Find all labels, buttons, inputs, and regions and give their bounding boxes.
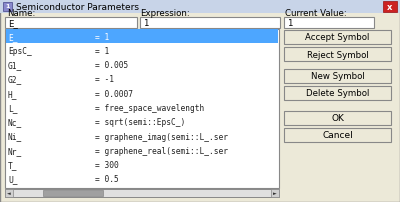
Bar [5, 18, 137, 29]
Text: = 1: = 1 [95, 33, 109, 41]
Text: Expression:: Expression: [140, 9, 190, 18]
Text: Cancel: Cancel [322, 131, 353, 140]
Text: E_: E_ [8, 19, 18, 28]
Text: Accept Symbol: Accept Symbol [305, 33, 370, 42]
Text: ◄: ◄ [7, 190, 11, 196]
Bar [284, 70, 391, 84]
Text: 1: 1 [287, 19, 292, 28]
Bar [0, 0, 400, 1]
Text: = 300: = 300 [95, 160, 119, 169]
Bar [383, 2, 397, 13]
Text: G2_: G2_ [8, 75, 22, 84]
Text: T_: T_ [8, 160, 18, 169]
Bar [284, 128, 391, 142]
Text: Nc_: Nc_ [8, 118, 22, 127]
Text: Semiconductor Parameters: Semiconductor Parameters [16, 2, 139, 12]
Bar [5, 189, 279, 197]
Bar [284, 18, 374, 29]
Text: = free_space_wavelength: = free_space_wavelength [95, 103, 204, 113]
Text: E_: E_ [8, 33, 18, 41]
Bar [0, 0, 400, 14]
Text: = sqrt(semi::EpsC_): = sqrt(semi::EpsC_) [95, 118, 185, 127]
Text: Current Value:: Current Value: [285, 9, 347, 18]
Text: = 0.0007: = 0.0007 [95, 89, 133, 98]
Bar [271, 189, 279, 197]
Bar [284, 87, 391, 101]
Text: H_: H_ [8, 89, 18, 98]
Text: G1_: G1_ [8, 61, 22, 70]
Text: Ni_: Ni_ [8, 132, 22, 141]
Text: OK: OK [331, 114, 344, 123]
Bar [284, 31, 391, 45]
Text: Delete Symbol: Delete Symbol [306, 89, 369, 98]
Bar [43, 190, 103, 196]
Bar [140, 18, 280, 29]
Bar [6, 30, 278, 44]
Text: U_: U_ [8, 175, 18, 183]
Text: Name:: Name: [7, 9, 35, 18]
Text: = graphene_real(semi::L_.ser: = graphene_real(semi::L_.ser [95, 146, 228, 155]
Text: EpsC_: EpsC_ [8, 47, 32, 56]
Text: Reject Symbol: Reject Symbol [307, 50, 368, 59]
Text: 1: 1 [5, 4, 10, 9]
Bar [5, 189, 13, 197]
Text: = 0.005: = 0.005 [95, 61, 128, 70]
Text: x: x [387, 2, 393, 12]
Text: 1: 1 [143, 19, 148, 28]
Text: = 0.5: = 0.5 [95, 175, 119, 183]
Text: = -1: = -1 [95, 75, 114, 84]
Text: = 1: = 1 [95, 47, 109, 56]
Text: = graphene_imag(semi::L_.ser: = graphene_imag(semi::L_.ser [95, 132, 228, 141]
Text: New Symbol: New Symbol [311, 72, 364, 81]
Bar [284, 48, 391, 62]
Text: Nr_: Nr_ [8, 146, 22, 155]
Bar [3, 3, 12, 12]
Bar [284, 112, 391, 125]
Text: L_: L_ [8, 103, 18, 113]
Text: ►: ► [273, 190, 277, 196]
Bar [5, 30, 279, 188]
